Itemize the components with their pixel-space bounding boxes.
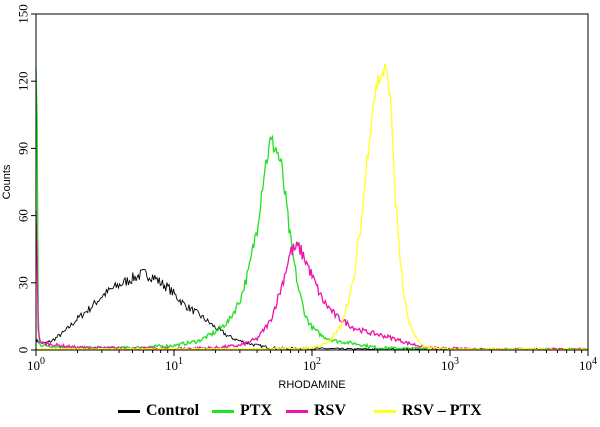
legend: Control PTX RSV RSV – PTX — [0, 400, 600, 424]
plot-frame — [35, 13, 589, 351]
legend-label-rsv: RSV — [314, 402, 347, 419]
series-control — [35, 268, 588, 351]
x-axis-label: RHODAMINE — [278, 379, 345, 391]
legend-item-ptx: PTX — [212, 402, 272, 420]
y-tick-label: 0 — [16, 347, 31, 354]
legend-swatch-control — [118, 409, 140, 413]
legend-label-control: Control — [146, 402, 200, 419]
tick-layer: 0 30 60 90 120 150 100 101 102 103 104 — [16, 4, 597, 373]
legend-item-control: Control — [118, 402, 199, 420]
x-tick-label: 104 — [579, 356, 597, 373]
legend-item-rsv: RSV — [286, 402, 346, 420]
legend-swatch-rsv — [286, 409, 308, 413]
y-tick-label: 60 — [16, 209, 31, 222]
histogram-chart: 0 30 60 90 120 150 100 101 102 103 104 RHODAMINE C… — [1, 4, 597, 391]
series-layer — [35, 63, 588, 352]
x-tick-label: 103 — [441, 356, 459, 373]
x-tick-label: 102 — [303, 356, 321, 373]
legend-swatch-rsv-ptx — [374, 409, 396, 413]
legend-swatch-ptx — [212, 409, 234, 413]
y-tick-label: 120 — [16, 71, 31, 91]
y-axis-label: Counts — [1, 164, 13, 199]
y-tick-label: 150 — [16, 4, 31, 24]
x-tick-label: 101 — [165, 356, 183, 373]
y-tick-label: 30 — [16, 276, 31, 289]
legend-item-rsv-ptx: RSV – PTX — [374, 402, 482, 420]
legend-label-rsv-ptx: RSV – PTX — [402, 402, 482, 419]
x-tick-label: 100 — [27, 356, 45, 373]
y-tick-label: 90 — [16, 142, 31, 155]
legend-label-ptx: PTX — [240, 402, 272, 419]
series-rsv-ptx — [35, 63, 588, 352]
series-ptx — [35, 68, 588, 352]
